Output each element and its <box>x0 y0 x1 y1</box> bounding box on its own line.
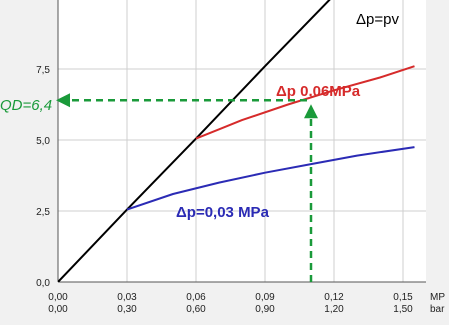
y-tick-label: 7,5 <box>36 65 50 76</box>
series-lines <box>58 0 415 282</box>
x-tick-label-secondary: 0,00 <box>48 304 68 315</box>
red-label: Δp 0,06MPa <box>276 83 361 100</box>
x-unit-secondary: bar <box>430 304 445 315</box>
x-tick-label-secondary: 0,30 <box>117 304 137 315</box>
series-line-1 <box>195 65 415 140</box>
readout-label: QD=6,4 <box>0 97 52 114</box>
x-tick-label: 0,06 <box>186 292 206 303</box>
x-tick-label: 0,15 <box>393 292 413 303</box>
series-labels: Δp=pv Δp 0,06MPa Δp=0,03 MPa QD=6,4 <box>0 11 399 221</box>
series-line-2 <box>126 146 415 211</box>
x-unit-primary: MP <box>430 292 445 303</box>
x-tick-label-secondary: 0,60 <box>186 304 206 315</box>
x-tick-label-secondary: 0,90 <box>255 304 275 315</box>
grid <box>58 0 426 282</box>
blue-label: Δp=0,03 MPa <box>176 204 270 221</box>
x-tick-label: 0,00 <box>48 292 68 303</box>
x-tick-label: 0,12 <box>324 292 344 303</box>
pv-label: Δp=pv <box>356 11 399 28</box>
x-tick-label: 0,03 <box>117 292 137 303</box>
readout-guides <box>56 93 318 282</box>
tick-labels: 0,000,00 0,030,30 0,060,60 0,090,90 0,121,20… <box>36 65 445 315</box>
axes <box>57 0 426 283</box>
readout-arrow-left <box>56 93 70 108</box>
plot-area <box>58 0 426 282</box>
y-tick-label: 0,0 <box>36 278 50 289</box>
x-tick-label-secondary: 1,20 <box>324 304 344 315</box>
y-tick-label: 2,5 <box>36 207 50 218</box>
x-tick-label-secondary: 1,50 <box>393 304 413 315</box>
x-tick-label: 0,09 <box>255 292 275 303</box>
readout-arrow-up <box>304 104 318 119</box>
y-tick-label: 5,0 <box>36 136 50 147</box>
